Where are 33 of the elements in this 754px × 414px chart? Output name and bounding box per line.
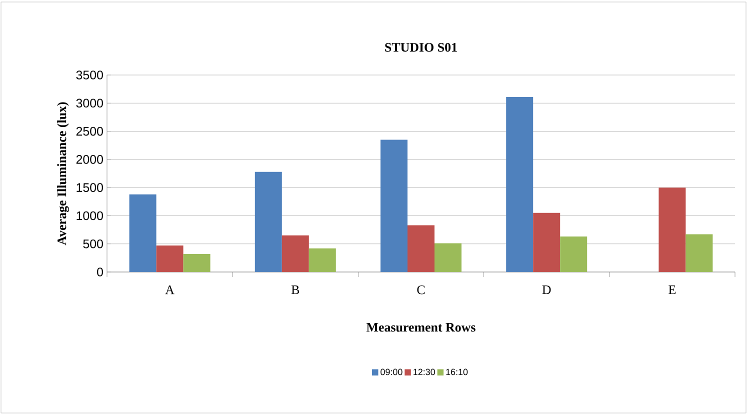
legend-label: 16:10 [446, 368, 468, 376]
bar [183, 254, 210, 272]
bar [380, 140, 408, 272]
bar [308, 248, 336, 272]
y-tick-label: 2500 [76, 126, 103, 136]
x-tick-label: D [542, 286, 551, 294]
legend-label: 12:30 [414, 368, 435, 376]
bar [129, 194, 156, 272]
x-tick-label: C [417, 286, 425, 294]
bar [686, 234, 713, 272]
x-tick-label: B [291, 286, 300, 294]
x-axis-title: Measurement Rows [366, 323, 476, 332]
y-tick-label: 3500 [76, 70, 103, 80]
legend-label: 09:00 [380, 368, 402, 376]
bar [156, 246, 184, 272]
y-axis-title: Average Illuminance (lux) [57, 102, 69, 246]
y-tick-label: 1000 [76, 211, 103, 220]
bar [560, 236, 588, 272]
y-tick-label: 3000 [76, 98, 103, 108]
bar [408, 225, 434, 272]
bar [282, 235, 309, 272]
y-tick-label: 1500 [76, 183, 103, 192]
x-tick-label: E [668, 286, 676, 294]
bar [254, 172, 282, 272]
y-tick-label: 500 [83, 239, 103, 248]
y-tick-label: 0 [97, 268, 103, 276]
bar [533, 212, 560, 272]
bar [434, 243, 462, 272]
x-tick-label: A [165, 286, 174, 294]
bar [506, 96, 534, 272]
bar [658, 188, 686, 272]
y-tick-label: 2000 [76, 155, 103, 164]
chart-title: STUDIO S01 [385, 42, 457, 52]
